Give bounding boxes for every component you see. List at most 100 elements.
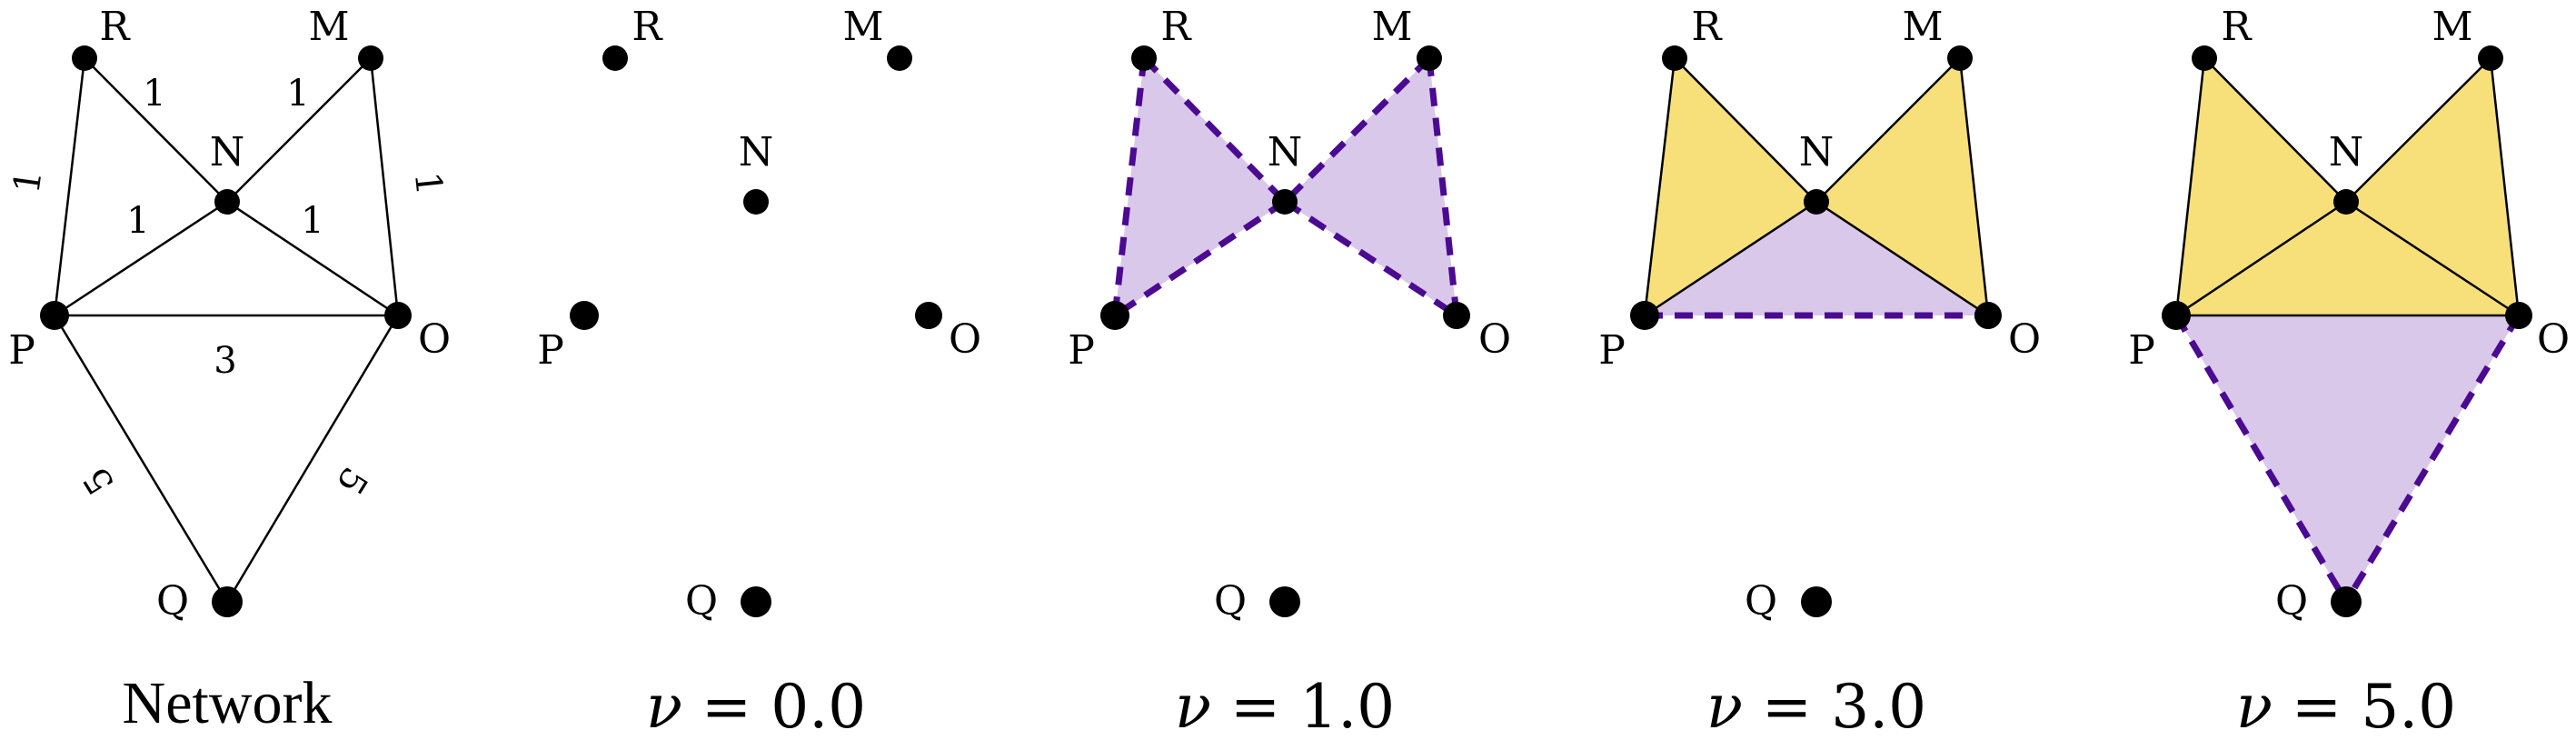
edge-weight-r-n: 1 — [143, 73, 165, 115]
edge-m-n — [1815, 57, 1961, 203]
triangle-m-n-o — [1285, 58, 1457, 315]
edge-r-n — [1674, 57, 1817, 203]
triangle-n-p-o — [2176, 202, 2519, 315]
caption-nu-0: ν = 0.0 — [646, 672, 866, 740]
node-label-o: O — [2537, 316, 2570, 363]
edge-p-q — [53, 315, 229, 603]
node-label-p: P — [1068, 327, 1095, 374]
triangle-n-p-o — [1645, 202, 1988, 315]
edge-weight-m-n: 1 — [286, 73, 309, 115]
node-p — [40, 301, 69, 330]
node-o — [1974, 302, 2002, 329]
node-q — [741, 586, 771, 617]
edge-o-q — [2343, 314, 2521, 604]
node-m — [1947, 45, 1973, 71]
node-o — [2505, 302, 2532, 329]
edge-r-n — [2203, 57, 2347, 203]
node-p — [2162, 301, 2191, 330]
panel-nu-0: R M N P O Q ν = 0.0 — [537, 4, 981, 740]
node-label-q: Q — [2275, 578, 2308, 625]
edge-n-o — [1283, 199, 1458, 318]
node-label-n: N — [210, 129, 245, 175]
node-n — [743, 189, 769, 215]
edge-weight-r-p: 1 — [5, 167, 50, 196]
edge-m-o — [2489, 57, 2521, 316]
edge-r-n — [84, 57, 228, 203]
edge-m-n — [1282, 55, 1432, 205]
node-m — [1417, 45, 1442, 71]
node-label-r: R — [1691, 4, 1723, 50]
node-q — [212, 586, 243, 617]
node-o — [1443, 302, 1470, 329]
node-n — [214, 189, 240, 215]
edge-r-p — [1111, 57, 1148, 316]
node-r — [72, 45, 97, 71]
edge-m-o — [369, 57, 400, 316]
edge-weight-n-p: 1 — [126, 200, 149, 242]
edge-m-o — [1958, 57, 1990, 316]
node-label-r: R — [2221, 4, 2253, 50]
node-label-r: R — [1160, 4, 1192, 50]
edge-n-p — [1644, 200, 1817, 317]
triangle-r-n-p — [1645, 58, 1816, 315]
edge-weight-p-o: 3 — [214, 340, 236, 382]
panel-network: 1 1 1 1 1 1 3 5 5 R M N P O Q Network — [5, 4, 451, 736]
node-m — [358, 45, 383, 71]
node-label-m: M — [842, 4, 883, 50]
edge-o-q — [225, 315, 400, 603]
node-q — [2331, 586, 2362, 617]
edge-n-o — [226, 200, 399, 317]
node-label-m: M — [1371, 4, 1412, 50]
node-label-q: Q — [685, 578, 718, 625]
node-label-r: R — [99, 4, 131, 50]
edge-r-n — [1141, 55, 1288, 205]
node-p — [570, 301, 599, 330]
node-q — [1801, 586, 1832, 617]
node-label-o: O — [2008, 316, 2041, 363]
triangle-m-n-o — [2346, 58, 2519, 315]
node-p — [1630, 301, 1659, 330]
edge-n-o — [1815, 200, 1989, 317]
panel-nu-1: R M N P O Q ν = 1.0 — [1068, 4, 1511, 740]
edge-n-p — [2175, 200, 2347, 317]
node-label-o: O — [949, 316, 981, 363]
node-r — [602, 45, 628, 71]
node-label-q: Q — [156, 578, 189, 625]
edge-n-p — [54, 200, 228, 317]
node-n — [1804, 189, 1829, 215]
edge-m-n — [226, 57, 372, 203]
node-q — [1269, 586, 1300, 617]
triangle-r-n-p — [2176, 58, 2346, 315]
edge-r-p — [53, 57, 86, 316]
edge-r-p — [2174, 57, 2206, 316]
node-label-q: Q — [1745, 578, 1777, 625]
node-o — [384, 302, 412, 329]
edge-weight-p-q: 5 — [75, 460, 123, 502]
node-label-o: O — [1478, 316, 1511, 363]
node-label-n: N — [1799, 129, 1835, 175]
caption-nu-3: ν = 3.0 — [1706, 672, 1926, 740]
caption-nu-5: ν = 5.0 — [2236, 672, 2456, 740]
node-label-n: N — [1268, 129, 1303, 175]
node-label-m: M — [1902, 4, 1943, 50]
caption-nu-1: ν = 1.0 — [1175, 672, 1395, 740]
caption-network: Network — [123, 670, 333, 736]
edge-n-o — [2345, 200, 2520, 317]
node-m — [2478, 45, 2503, 71]
triangle-m-n-o — [1816, 58, 1988, 315]
node-label-p: P — [537, 327, 564, 374]
node-r — [1662, 45, 1687, 71]
node-label-n: N — [739, 129, 774, 175]
triangle-p-o-q — [2176, 315, 2519, 602]
node-o — [915, 302, 942, 329]
node-label-q: Q — [1214, 578, 1247, 625]
node-m — [887, 45, 912, 71]
edge-m-n — [2345, 57, 2491, 203]
node-p — [1100, 301, 1129, 330]
node-label-o: O — [418, 316, 451, 363]
node-n — [1272, 189, 1298, 215]
edge-r-p — [1643, 57, 1676, 316]
node-label-p: P — [1598, 327, 1626, 374]
node-r — [2192, 45, 2217, 71]
